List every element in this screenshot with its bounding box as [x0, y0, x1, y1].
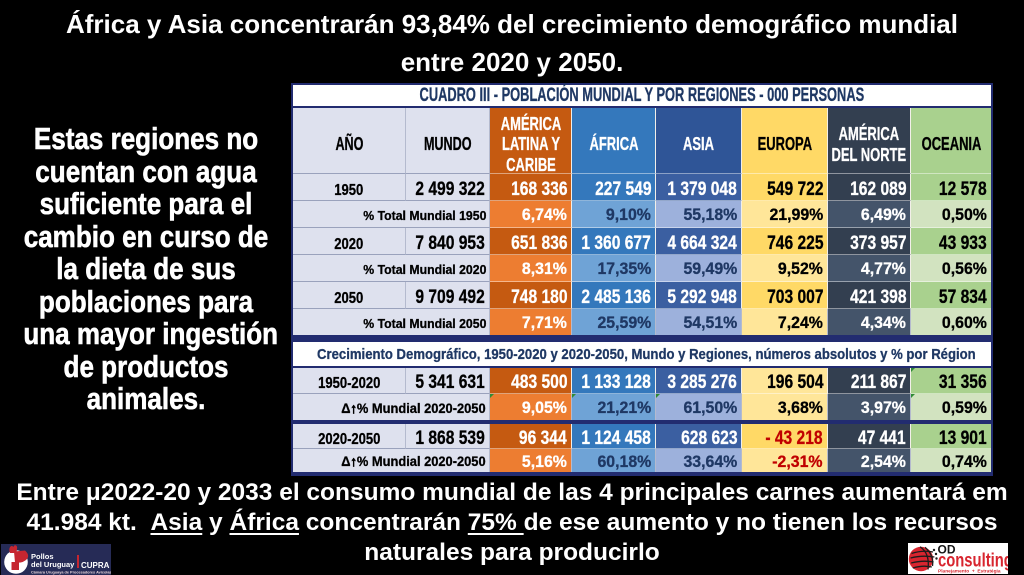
svg-text:consulting: consulting — [938, 550, 1008, 571]
svg-text:Pollos: Pollos — [31, 552, 54, 561]
svg-text:del Uruguay: del Uruguay — [31, 560, 75, 569]
svg-text:Planejamento + Estratégia: Planejamento + Estratégia — [938, 569, 1001, 575]
svg-text:CUPRA: CUPRA — [81, 561, 110, 570]
svg-text:OD: OD — [938, 543, 956, 557]
svg-text:Cámara Uruguaya de Procesadore: Cámara Uruguaya de Procesadores Avícolas — [31, 571, 111, 575]
